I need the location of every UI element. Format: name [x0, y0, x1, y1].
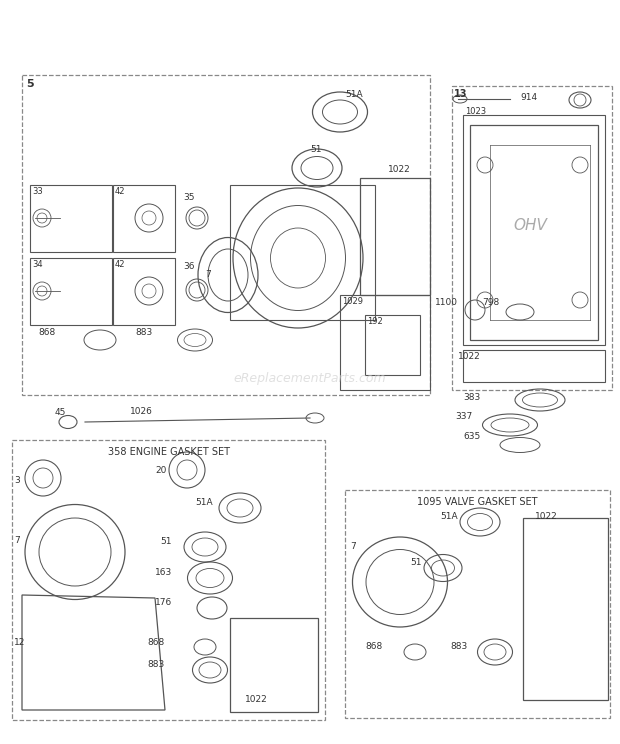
Text: 883: 883 — [147, 660, 164, 669]
Bar — [452, 86, 612, 390]
Text: eReplacementParts.com: eReplacementParts.com — [234, 371, 386, 385]
Bar — [463, 350, 605, 382]
Text: 7: 7 — [350, 542, 356, 551]
Text: 635: 635 — [463, 432, 480, 441]
Bar — [463, 115, 605, 345]
Text: 1100: 1100 — [435, 298, 458, 307]
Text: 358 ENGINE GASKET SET: 358 ENGINE GASKET SET — [107, 447, 229, 457]
Text: 163: 163 — [155, 568, 172, 577]
Bar — [360, 178, 430, 295]
Text: 176: 176 — [155, 598, 172, 607]
Text: 51A: 51A — [440, 512, 458, 521]
Text: 51A: 51A — [195, 498, 213, 507]
Text: 36: 36 — [183, 262, 195, 271]
Text: OHV: OHV — [513, 217, 547, 233]
Text: 42: 42 — [115, 260, 125, 269]
Text: 13: 13 — [454, 89, 467, 99]
Text: 883: 883 — [135, 328, 153, 337]
Text: 914: 914 — [520, 93, 537, 102]
Text: 798: 798 — [482, 298, 499, 307]
Text: 337: 337 — [455, 412, 472, 421]
Bar — [30, 185, 112, 252]
Bar — [113, 185, 175, 252]
Text: 1022: 1022 — [535, 512, 558, 521]
Text: 868: 868 — [38, 328, 55, 337]
Text: 3: 3 — [14, 476, 20, 485]
Text: 7: 7 — [14, 536, 20, 545]
Text: 51: 51 — [160, 537, 172, 546]
Text: 45: 45 — [55, 408, 66, 417]
Text: 1029: 1029 — [342, 297, 363, 306]
Text: 1022: 1022 — [245, 695, 268, 704]
Text: 883: 883 — [450, 642, 467, 651]
Text: 20: 20 — [155, 466, 166, 475]
Text: 33: 33 — [32, 187, 43, 196]
Text: 12: 12 — [14, 638, 25, 647]
Text: 35: 35 — [183, 193, 195, 202]
Text: 868: 868 — [365, 642, 383, 651]
Text: 1026: 1026 — [130, 407, 153, 416]
Text: 868: 868 — [147, 638, 164, 647]
Text: 383: 383 — [463, 393, 480, 402]
Bar — [340, 295, 430, 390]
Text: 51: 51 — [410, 558, 422, 567]
Bar — [345, 490, 610, 718]
Bar — [523, 518, 608, 700]
Text: 34: 34 — [32, 260, 43, 269]
Bar — [30, 258, 112, 325]
Text: 51A: 51A — [345, 90, 363, 99]
Text: 1022: 1022 — [458, 352, 480, 361]
Text: 51: 51 — [310, 145, 322, 154]
Text: 5: 5 — [26, 79, 33, 89]
Bar — [113, 258, 175, 325]
Bar — [365, 315, 420, 375]
Text: 1022: 1022 — [388, 165, 410, 174]
Bar — [22, 75, 430, 395]
Bar — [230, 618, 318, 712]
Text: 192: 192 — [367, 317, 383, 326]
Text: 1023: 1023 — [465, 107, 486, 116]
Text: 1095 VALVE GASKET SET: 1095 VALVE GASKET SET — [417, 497, 538, 507]
Text: 42: 42 — [115, 187, 125, 196]
Text: 7: 7 — [205, 270, 211, 279]
Bar — [12, 440, 325, 720]
Bar — [230, 185, 375, 320]
